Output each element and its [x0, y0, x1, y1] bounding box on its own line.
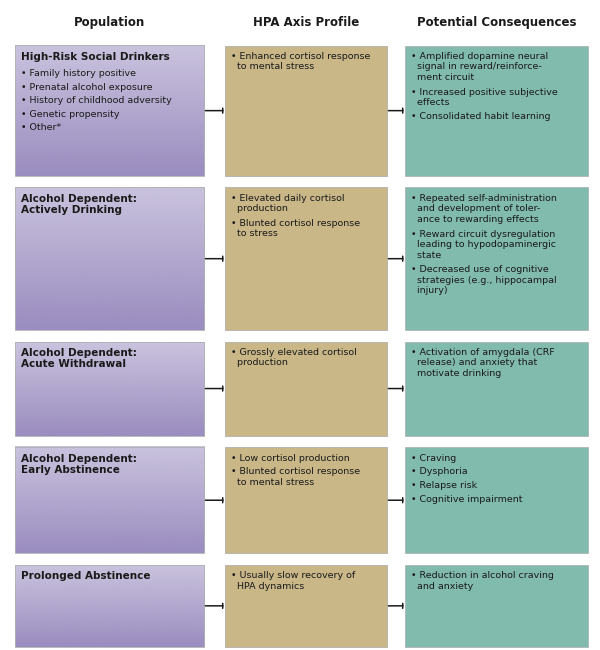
Text: Alcohol Dependent:
Actively Drinking: Alcohol Dependent: Actively Drinking: [21, 194, 137, 215]
FancyBboxPatch shape: [405, 565, 588, 647]
FancyBboxPatch shape: [225, 565, 387, 647]
FancyBboxPatch shape: [405, 342, 588, 436]
FancyBboxPatch shape: [225, 447, 387, 553]
Text: • Usually slow recovery of
  HPA dynamics: • Usually slow recovery of HPA dynamics: [231, 571, 355, 591]
Text: • Family history positive: • Family history positive: [21, 69, 136, 78]
Bar: [15, 187, 204, 330]
Text: High-Risk Social Drinkers: High-Risk Social Drinkers: [21, 52, 170, 62]
Text: • Activation of amygdala (CRF
  release) and anxiety that
  motivate drinking: • Activation of amygdala (CRF release) a…: [411, 348, 555, 378]
Text: • Prenatal alcohol exposure: • Prenatal alcohol exposure: [21, 83, 152, 92]
FancyBboxPatch shape: [225, 187, 387, 330]
Text: • Low cortisol production: • Low cortisol production: [231, 454, 350, 463]
Text: • Decreased use of cognitive
  strategies (e.g., hippocampal
  injury): • Decreased use of cognitive strategies …: [411, 265, 557, 295]
Text: • Increased positive subjective
  effects: • Increased positive subjective effects: [411, 88, 558, 107]
Text: Population: Population: [74, 16, 145, 29]
Bar: [15, 565, 204, 647]
Text: Alcohol Dependent:
Early Abstinence: Alcohol Dependent: Early Abstinence: [21, 454, 137, 475]
Text: Prolonged Abstinence: Prolonged Abstinence: [21, 571, 151, 582]
Text: • Reduction in alcohol craving
  and anxiety: • Reduction in alcohol craving and anxie…: [411, 571, 554, 591]
FancyBboxPatch shape: [225, 342, 387, 436]
Bar: [15, 447, 204, 553]
FancyBboxPatch shape: [405, 46, 588, 176]
Bar: [15, 46, 204, 176]
FancyBboxPatch shape: [405, 187, 588, 330]
Text: • Consolidated habit learning: • Consolidated habit learning: [411, 112, 551, 122]
Text: • Blunted cortisol response
  to mental stress: • Blunted cortisol response to mental st…: [231, 467, 360, 487]
Text: Alcohol Dependent:
Acute Withdrawal: Alcohol Dependent: Acute Withdrawal: [21, 348, 137, 369]
Text: HPA Axis Profile: HPA Axis Profile: [253, 16, 359, 29]
Bar: [15, 342, 204, 436]
Text: Potential Consequences: Potential Consequences: [417, 16, 576, 29]
Text: • Craving: • Craving: [411, 454, 456, 463]
FancyBboxPatch shape: [225, 46, 387, 176]
Text: • Amplified dopamine neural
  signal in reward/reinforce-
  ment circuit: • Amplified dopamine neural signal in re…: [411, 52, 548, 82]
Text: • Dysphoria: • Dysphoria: [411, 467, 467, 476]
Text: • Repeated self-administration
  and development of toler-
  ance to rewarding e: • Repeated self-administration and devel…: [411, 194, 557, 224]
Text: • Relapse risk: • Relapse risk: [411, 481, 477, 490]
Text: • Reward circuit dysregulation
  leading to hypodopaminergic
  state: • Reward circuit dysregulation leading t…: [411, 229, 556, 259]
Text: • Blunted cortisol response
  to stress: • Blunted cortisol response to stress: [231, 218, 360, 238]
Text: • History of childhood adversity: • History of childhood adversity: [21, 96, 172, 105]
Text: • Other*: • Other*: [21, 124, 61, 133]
FancyBboxPatch shape: [405, 447, 588, 553]
Text: • Genetic propensity: • Genetic propensity: [21, 110, 119, 119]
Text: • Elevated daily cortisol
  production: • Elevated daily cortisol production: [231, 194, 344, 213]
Text: • Enhanced cortisol response
  to mental stress: • Enhanced cortisol response to mental s…: [231, 52, 370, 72]
Text: • Grossly elevated cortisol
  production: • Grossly elevated cortisol production: [231, 348, 357, 367]
Text: • Cognitive impairment: • Cognitive impairment: [411, 495, 523, 504]
